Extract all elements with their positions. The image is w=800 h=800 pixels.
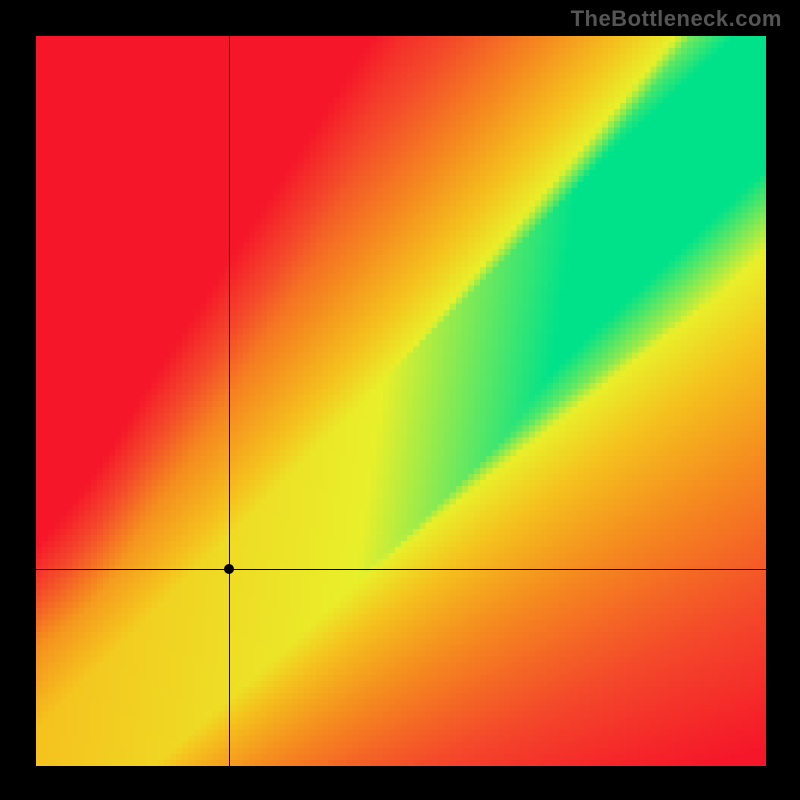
marker-dot bbox=[224, 564, 234, 574]
bottleneck-heatmap bbox=[36, 36, 766, 766]
crosshair-vertical bbox=[229, 36, 230, 766]
attribution-text: TheBottleneck.com bbox=[571, 6, 782, 32]
crosshair-horizontal bbox=[36, 569, 766, 570]
heatmap-canvas bbox=[36, 36, 766, 766]
